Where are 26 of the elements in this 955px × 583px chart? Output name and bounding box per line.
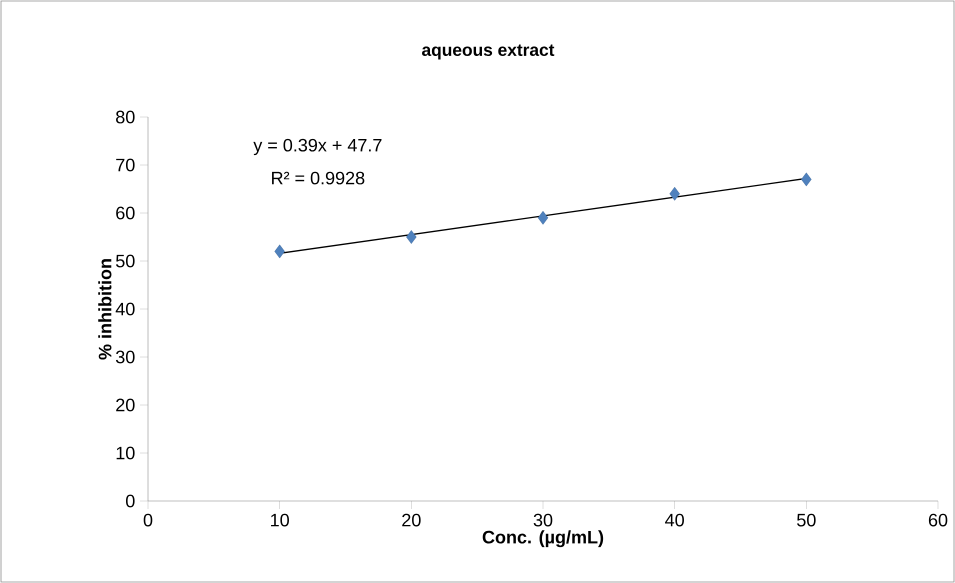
chart-title: aqueous extract bbox=[422, 44, 554, 60]
y-tick-label: 20 bbox=[116, 398, 135, 412]
point bbox=[274, 244, 285, 258]
y-axis-title: % inhibition bbox=[98, 259, 112, 360]
y-tick-label: 80 bbox=[116, 110, 135, 124]
annotation: R² = 0.9928 bbox=[272, 172, 364, 184]
y-tick-label: 60 bbox=[116, 206, 135, 220]
x-tick-label: 20 bbox=[402, 514, 421, 526]
y-tick-label: 40 bbox=[116, 302, 135, 316]
y-tick-label: 70 bbox=[116, 158, 135, 172]
point bbox=[406, 230, 417, 244]
x-tick-label: 60 bbox=[928, 514, 948, 526]
x-tick-label: 10 bbox=[271, 514, 289, 526]
y-tick-label: 0 bbox=[126, 494, 135, 508]
x-tick-label: 0 bbox=[144, 514, 152, 526]
y-tick-label: 50 bbox=[116, 254, 135, 268]
x-tick-label: 40 bbox=[665, 514, 684, 526]
point bbox=[669, 186, 680, 201]
annotation: y = 0.39x + 47.7 bbox=[253, 138, 382, 156]
x-tick-label: 50 bbox=[797, 514, 816, 526]
x-tick-label: 30 bbox=[534, 514, 552, 526]
x-axis-title: Conc. (µg/mL) bbox=[482, 530, 604, 548]
point bbox=[538, 210, 548, 225]
y-tick-label: 30 bbox=[116, 350, 135, 364]
y-tick-label: 10 bbox=[116, 446, 135, 460]
point bbox=[801, 172, 812, 186]
